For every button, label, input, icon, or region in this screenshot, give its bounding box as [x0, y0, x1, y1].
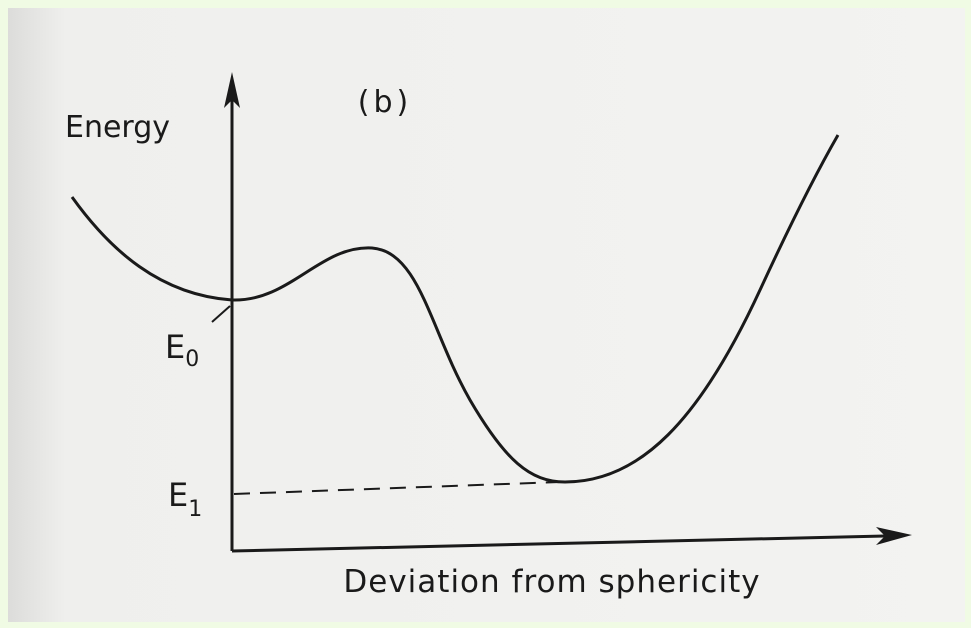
e1-symbol: E — [168, 476, 188, 514]
y-axis-label: Energy — [65, 110, 170, 145]
e0-leader — [211, 305, 231, 323]
x-axis-label: Deviation from sphericity — [343, 564, 760, 600]
panel-label: (b) — [358, 85, 412, 120]
x-axis-arrow — [876, 527, 912, 545]
e0-label: E0 — [165, 328, 199, 372]
x-axis — [231, 534, 886, 553]
e0-subscript: 0 — [185, 347, 199, 372]
e0-symbol: E — [165, 328, 185, 366]
e1-subscript: 1 — [188, 497, 202, 522]
e1-level-line — [233, 481, 561, 495]
paper — [8, 8, 965, 622]
energy-curve — [70, 134, 840, 484]
e1-label: E1 — [168, 476, 202, 522]
y-axis-arrow — [224, 72, 240, 108]
